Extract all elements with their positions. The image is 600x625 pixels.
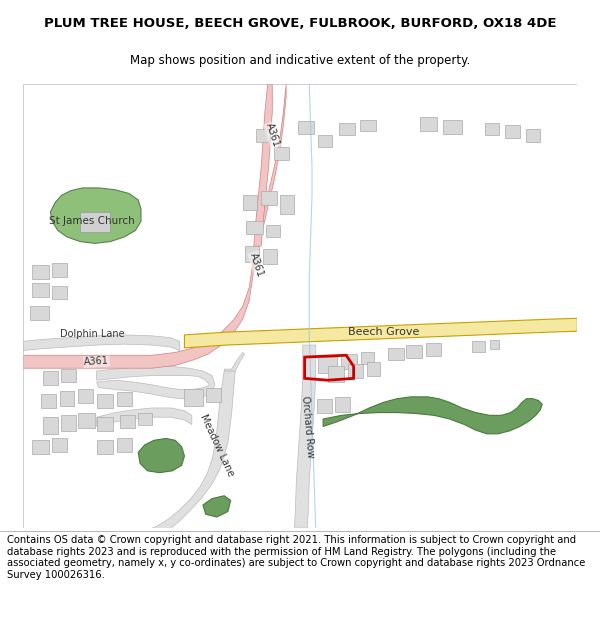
Polygon shape — [261, 191, 277, 204]
Polygon shape — [50, 188, 141, 243]
Polygon shape — [485, 123, 499, 135]
Polygon shape — [80, 212, 110, 232]
Polygon shape — [138, 412, 152, 424]
Text: Beech Grove: Beech Grove — [347, 327, 419, 337]
Polygon shape — [32, 283, 49, 297]
Polygon shape — [97, 408, 192, 426]
Polygon shape — [254, 84, 272, 246]
Polygon shape — [138, 439, 184, 472]
Polygon shape — [420, 117, 437, 131]
Polygon shape — [323, 397, 542, 434]
Polygon shape — [360, 119, 376, 131]
Polygon shape — [117, 439, 132, 452]
Polygon shape — [256, 129, 271, 142]
Polygon shape — [526, 129, 541, 142]
Polygon shape — [280, 195, 295, 214]
Polygon shape — [120, 416, 136, 428]
Text: A361: A361 — [248, 251, 265, 278]
Polygon shape — [52, 286, 67, 299]
Polygon shape — [184, 389, 203, 406]
Polygon shape — [43, 418, 58, 434]
Polygon shape — [317, 399, 332, 414]
Polygon shape — [52, 262, 67, 277]
Text: A361: A361 — [263, 122, 281, 149]
Polygon shape — [490, 339, 499, 349]
Polygon shape — [505, 125, 520, 138]
Polygon shape — [245, 246, 259, 262]
Polygon shape — [23, 335, 180, 351]
Polygon shape — [41, 394, 56, 408]
Polygon shape — [203, 496, 230, 517]
Polygon shape — [61, 416, 76, 431]
Text: Contains OS data © Crown copyright and database right 2021. This information is : Contains OS data © Crown copyright and d… — [7, 535, 586, 580]
Polygon shape — [319, 357, 337, 372]
Text: Orchard Row: Orchard Row — [299, 395, 315, 458]
Polygon shape — [242, 195, 257, 210]
Polygon shape — [274, 148, 289, 160]
Polygon shape — [97, 418, 113, 431]
Polygon shape — [61, 369, 76, 382]
Polygon shape — [148, 371, 235, 536]
Polygon shape — [367, 362, 380, 376]
Polygon shape — [341, 354, 358, 369]
Text: Dolphin Lane: Dolphin Lane — [59, 329, 124, 339]
Polygon shape — [266, 225, 280, 237]
Polygon shape — [295, 345, 316, 528]
Polygon shape — [263, 249, 277, 264]
Polygon shape — [43, 371, 58, 385]
Polygon shape — [426, 343, 440, 356]
Polygon shape — [247, 221, 263, 234]
Polygon shape — [339, 123, 355, 135]
Polygon shape — [78, 389, 93, 403]
Text: Map shows position and indicative extent of the property.: Map shows position and indicative extent… — [130, 54, 470, 68]
Polygon shape — [443, 119, 462, 134]
Polygon shape — [319, 135, 332, 148]
Polygon shape — [117, 392, 132, 406]
Text: A361: A361 — [84, 356, 109, 367]
Polygon shape — [348, 364, 363, 378]
Polygon shape — [97, 394, 113, 408]
Polygon shape — [52, 438, 67, 452]
Polygon shape — [184, 318, 577, 348]
Polygon shape — [335, 397, 350, 412]
Text: PLUM TREE HOUSE, BEECH GROVE, FULBROOK, BURFORD, OX18 4DE: PLUM TREE HOUSE, BEECH GROVE, FULBROOK, … — [44, 17, 556, 30]
Polygon shape — [23, 84, 286, 368]
Polygon shape — [97, 440, 113, 454]
Polygon shape — [406, 345, 422, 358]
Polygon shape — [30, 306, 49, 320]
Text: Meadow Lane: Meadow Lane — [198, 412, 236, 478]
Text: St James Church: St James Church — [49, 216, 135, 226]
Polygon shape — [328, 366, 344, 382]
Polygon shape — [59, 391, 74, 406]
Polygon shape — [32, 440, 49, 454]
Polygon shape — [32, 264, 49, 279]
Polygon shape — [361, 352, 374, 364]
Polygon shape — [298, 121, 314, 134]
Polygon shape — [78, 414, 95, 428]
Polygon shape — [388, 348, 404, 360]
Polygon shape — [206, 388, 221, 402]
Polygon shape — [97, 366, 215, 399]
Polygon shape — [472, 341, 485, 352]
Polygon shape — [224, 352, 245, 371]
